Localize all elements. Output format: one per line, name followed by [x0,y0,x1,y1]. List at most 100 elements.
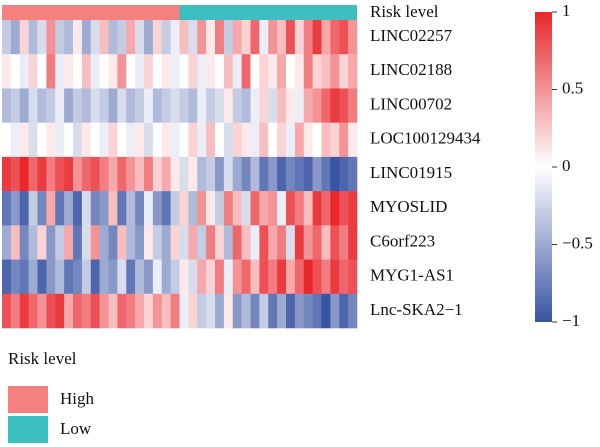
row-label: LINC00702 [370,94,452,113]
legend-label: High [60,389,95,408]
heatmap-cell [215,20,225,55]
heatmap-cell [108,54,118,89]
heatmap-cell [10,293,21,329]
heatmap-cell [277,293,287,329]
heatmap-cell [223,259,234,295]
heatmap-cell [73,88,83,123]
heatmap-cell [28,259,38,295]
heatmap-cell [286,293,296,329]
heatmap-cell [303,88,313,123]
heatmap-cell [312,122,322,158]
heatmap-cell [2,122,12,158]
heatmap-cell [268,259,278,295]
heatmap-cell [348,54,358,89]
heatmap-cell [117,225,127,260]
heatmap-cell [55,122,65,158]
heatmap-cell [232,54,242,89]
heatmap-cell [161,122,171,158]
heatmap-cell [215,122,225,158]
heatmap-cell [321,293,331,329]
heatmap-cell [259,88,269,123]
annotation-segment [2,5,180,20]
heatmap-cell [152,259,163,295]
heatmap-cell [277,156,287,192]
heatmap-cell [241,191,251,226]
heatmap-cell [37,225,47,260]
heatmap-cell [73,54,83,89]
heatmap-cell [64,259,74,295]
heatmap-cell [99,88,109,123]
heatmap-cell [73,191,83,226]
heatmap-cell [99,259,109,295]
heatmap-cell [312,293,322,329]
heatmap-cell [330,191,340,226]
heatmap-cell [64,54,74,89]
legend-swatch [8,416,48,443]
heatmap-cell [188,88,198,123]
heatmap-cell [259,191,269,226]
heatmap-cell [339,54,349,89]
heatmap-cell [206,54,216,89]
heatmap-cell [179,259,189,295]
heatmap-cell [294,54,305,89]
heatmap-cell [37,293,47,329]
heatmap-cell [152,293,163,329]
heatmap-cell [312,20,322,55]
heatmap-cell [170,88,180,123]
heatmap-cell [108,293,118,329]
heatmap-cell [81,156,92,192]
heatmap-cell [179,225,189,260]
heatmap-cell [161,191,171,226]
heatmap-cell [286,191,296,226]
heatmap-cell [250,156,260,192]
heatmap-cell [321,122,331,158]
heatmap-cell [81,293,92,329]
heatmap-cell [126,20,136,55]
heatmap-cell [81,259,92,295]
heatmap-cell [348,293,358,329]
colorbar-tick-label: −1 [562,311,580,330]
heatmap-cell [277,122,287,158]
heatmap-cell [223,88,234,123]
heatmap-cell [294,293,305,329]
heatmap-cell [250,54,260,89]
heatmap-cell [259,20,269,55]
heatmap-cell [197,156,207,192]
heatmap-cell [81,88,92,123]
heatmap-cell [170,191,180,226]
heatmap-cell [268,156,278,192]
heatmap-cell [2,20,12,55]
heatmap-cell [268,122,278,158]
heatmap-cell [188,259,198,295]
heatmap-cell [348,122,358,158]
heatmap-cell [188,225,198,260]
heatmap-cell [117,122,127,158]
heatmap-cell [188,20,198,55]
heatmap-cell [64,156,74,192]
heatmap-cell [286,259,296,295]
heatmap-cell [277,259,287,295]
heatmap-cell [46,225,56,260]
heatmap-cell [99,122,109,158]
heatmap-cell [232,156,242,192]
heatmap-cell [90,122,100,158]
heatmap-cell [108,191,118,226]
heatmap-cell [64,122,74,158]
heatmap-cell [126,225,136,260]
heatmap-cell [90,225,100,260]
heatmap-cell [55,88,65,123]
row-label: MYOSLID [370,197,447,216]
heatmap-cell [152,191,163,226]
heatmap-cell [19,122,29,158]
heatmap-cell [55,54,65,89]
heatmap-cell [144,122,154,158]
heatmap-cell [294,122,305,158]
heatmap-cell [73,122,83,158]
heatmap-cell [339,20,349,55]
heatmap-cell [321,259,331,295]
heatmap-cell [99,225,109,260]
heatmap-cell [197,122,207,158]
heatmap-cell [108,88,118,123]
heatmap-cell [286,225,296,260]
